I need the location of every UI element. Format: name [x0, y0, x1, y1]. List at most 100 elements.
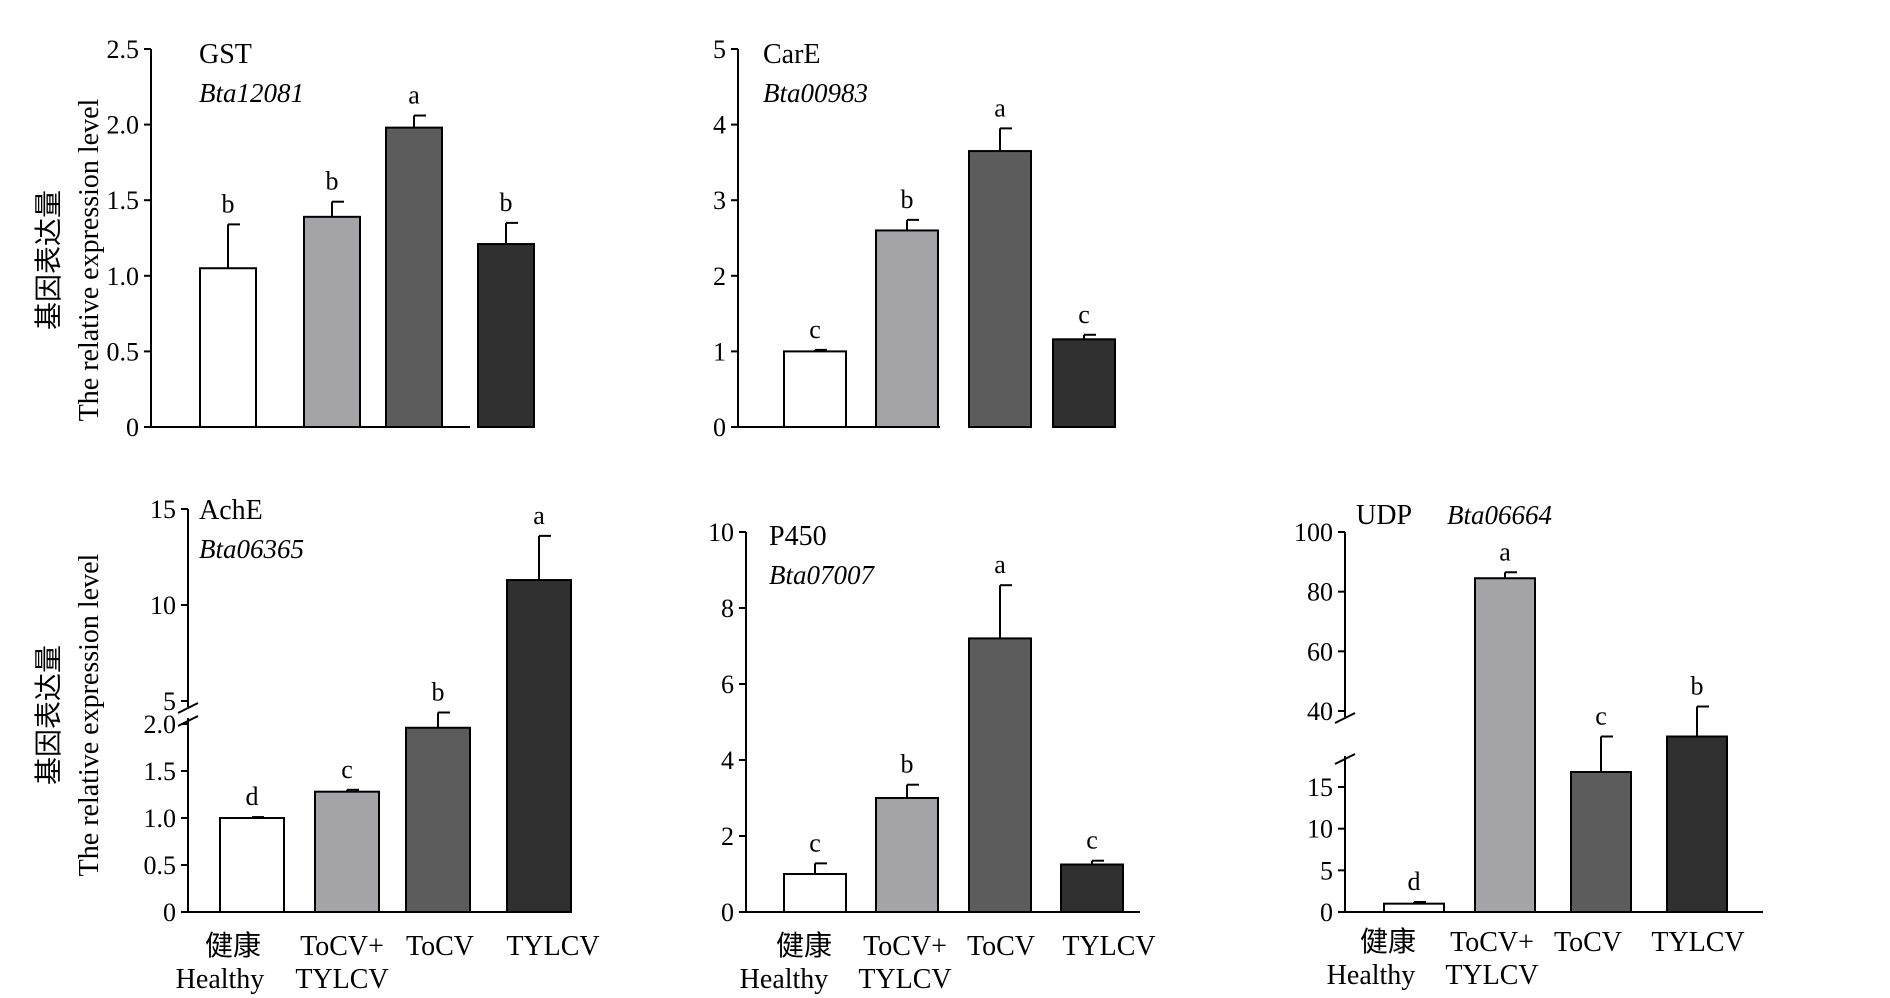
significance-letter-healthy: c [809, 828, 821, 857]
x-axis-labels-p450: 健康 Healthy ToCV+ TYLCV ToCV TYLCV [740, 930, 1156, 995]
y-tick-label: 100 [1294, 518, 1333, 547]
category-label-tocv-tylcv-line2: TYLCV [295, 964, 388, 995]
y-tick-label: 40 [1307, 697, 1333, 726]
y-tick-label: 10 [708, 518, 734, 547]
y-axis-title-chinese: 基因表达量 [33, 190, 65, 330]
category-label-healthy-en: Healthy [176, 964, 265, 995]
y-tick-label: 0 [713, 413, 726, 442]
y-tick-label: 2 [721, 822, 734, 851]
panel-gene-id: Bta07007 [769, 560, 875, 590]
y-axis-title-row2: 基因表达量 The relative expression level [33, 553, 105, 876]
y-tick-label: 0 [126, 413, 139, 442]
bar-tylcv [477, 243, 535, 428]
y-tick-label: 1.5 [107, 186, 140, 215]
y-tick-label: 80 [1307, 578, 1333, 607]
y-tick-label: 1.0 [107, 262, 140, 291]
bar-tylcv [1060, 863, 1124, 913]
category-label-tocv-tylcv-line2: TYLCV [1445, 960, 1538, 991]
bar-tocv [968, 637, 1032, 914]
bar-healthy [1383, 902, 1445, 914]
y-tick-label: 2 [713, 262, 726, 291]
y-tick-label: 1.5 [144, 757, 177, 786]
y-tick-label: 3 [713, 186, 726, 215]
panel-title: P450 [769, 521, 827, 552]
bar-tocv-tylcv [875, 229, 939, 428]
y-tick-label: 0.5 [107, 337, 140, 366]
y-tick-label: 1 [713, 337, 726, 366]
bar-tylcv [1666, 735, 1728, 913]
y-tick-label: 1.0 [144, 804, 177, 833]
category-label-healthy-zh: 健康 [776, 930, 832, 962]
significance-letter-tocv: c [1595, 702, 1607, 731]
y-tick-label: 2.0 [144, 710, 177, 739]
significance-letter-healthy: d [246, 782, 259, 811]
significance-letter-healthy: c [809, 315, 821, 344]
bar-healthy [199, 267, 257, 428]
bar-tocv [385, 126, 443, 429]
bar-tocv [405, 726, 471, 914]
bar-tocv-tylcv [875, 797, 939, 913]
panel-gene-id: Bta12081 [199, 78, 304, 108]
panel-p450: 0 2 4 6 8 10 c b a c P450 Bta07007 [708, 518, 1140, 927]
category-label-tocv: ToCV [967, 931, 1035, 962]
panel-ache: 0 0.5 1.0 1.5 2.05 10 15 d c b a AchE Bta06365 [144, 495, 572, 927]
y-tick-label: 4 [721, 746, 734, 775]
y-tick-label: 5 [163, 687, 176, 716]
category-label-tocv-tylcv-line2: TYLCV [858, 964, 951, 995]
significance-letter-tocv: b [432, 678, 445, 707]
significance-letter-tocv: a [994, 550, 1006, 579]
panel-care: 0 1 2 3 4 5 c b a c CarE Bta00983 [713, 35, 1116, 442]
y-tick-label: 0 [163, 898, 176, 927]
y-tick-label: 5 [1320, 856, 1333, 885]
y-axis-title-row1: 基因表达量 The relative expression level [33, 98, 105, 421]
axis-break-mark [1334, 753, 1356, 765]
category-label-tocv-tylcv: ToCV+ [300, 931, 384, 962]
bar-tocv-tylcv [303, 215, 361, 428]
panel-gst: 0 0.5 1.0 1.5 2.0 2.5 b b a b GST Bta12081 [107, 35, 535, 442]
significance-letter-tylcv: c [1086, 826, 1098, 855]
significance-letter-tylcv: b [500, 188, 513, 217]
y-axis-title-english: The relative expression level [74, 553, 105, 876]
bar-tocv [968, 150, 1032, 428]
y-tick-label: 0.5 [144, 851, 177, 880]
y-tick-label: 8 [721, 594, 734, 623]
y-tick-label: 4 [713, 111, 726, 140]
bar-tylcv [506, 579, 572, 913]
x-axis-labels-udp: 健康 Healthy ToCV+ TYLCV ToCV TYLCV [1327, 926, 1745, 991]
y-tick-label: 10 [150, 591, 176, 620]
category-label-healthy-zh: 健康 [205, 930, 261, 962]
significance-letter-tocv-tylcv: b [901, 750, 914, 779]
category-label-healthy-zh: 健康 [1360, 926, 1416, 958]
category-label-tylcv: TYLCV [1651, 927, 1744, 958]
y-axis-title-chinese: 基因表达量 [33, 645, 65, 785]
panel-title: CarE [763, 39, 821, 70]
category-label-tocv-tylcv: ToCV+ [863, 931, 947, 962]
significance-letter-tylcv: a [533, 501, 545, 530]
bar-healthy [783, 350, 847, 428]
significance-letter-tocv: a [408, 81, 420, 110]
significance-letter-healthy: b [222, 189, 235, 218]
axis-break-mark [1334, 712, 1356, 724]
category-label-tocv: ToCV [406, 931, 474, 962]
y-tick-label: 15 [150, 495, 176, 524]
category-label-healthy-en: Healthy [1327, 960, 1416, 991]
category-label-tocv: ToCV [1554, 927, 1622, 958]
significance-letter-tocv-tylcv: b [901, 185, 914, 214]
bar-tocv-tylcv [1474, 577, 1536, 913]
panel-udp: 0 5 10 15 40 60 80 100 d a c b UDP Bta06664 [1294, 500, 1763, 927]
panel-gene-id: Bta06365 [199, 534, 304, 564]
y-axis-title-english: The relative expression level [74, 98, 105, 421]
category-label-healthy-en: Healthy [740, 964, 829, 995]
significance-letter-tocv-tylcv: a [1499, 537, 1511, 566]
axis-break-mark [177, 702, 199, 714]
y-tick-label: 10 [1307, 815, 1333, 844]
significance-letter-tocv: a [994, 93, 1006, 122]
bar-tocv-tylcv [314, 790, 380, 913]
category-label-tylcv: TYLCV [1062, 931, 1155, 962]
y-tick-label: 2.5 [107, 35, 140, 64]
x-axis-labels-ache: 健康 Healthy ToCV+ TYLCV ToCV TYLCV [176, 930, 600, 995]
y-tick-label: 0 [1320, 898, 1333, 927]
panel-title: UDP [1356, 500, 1412, 531]
y-tick-label: 15 [1307, 773, 1333, 802]
category-label-tylcv: TYLCV [506, 931, 599, 962]
